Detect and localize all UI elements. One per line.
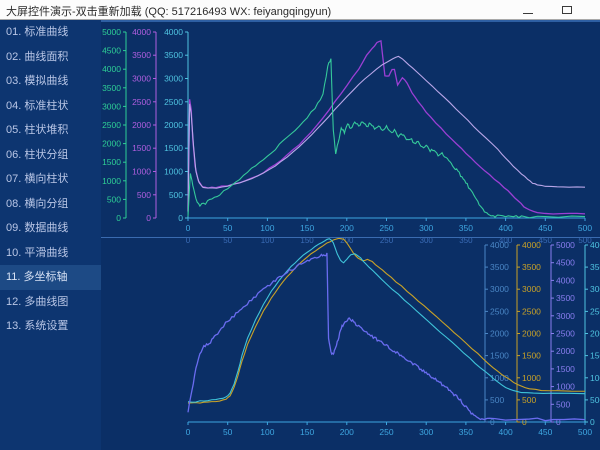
svg-text:4000: 4000 — [522, 240, 541, 250]
svg-text:2000: 2000 — [590, 329, 600, 339]
svg-text:500: 500 — [578, 427, 592, 437]
svg-text:500: 500 — [137, 190, 151, 200]
svg-text:350: 350 — [459, 223, 473, 233]
svg-text:3500: 3500 — [490, 262, 509, 272]
svg-text:2000: 2000 — [132, 120, 151, 130]
svg-text:0: 0 — [556, 417, 561, 427]
svg-text:4000: 4000 — [164, 27, 183, 37]
svg-text:4000: 4000 — [556, 275, 575, 285]
svg-text:3000: 3000 — [102, 101, 121, 111]
svg-text:1000: 1000 — [132, 167, 151, 177]
svg-text:1500: 1500 — [102, 157, 121, 167]
svg-text:500: 500 — [578, 223, 592, 233]
svg-text:2500: 2500 — [490, 306, 509, 316]
svg-text:0: 0 — [186, 223, 191, 233]
svg-text:1500: 1500 — [556, 364, 575, 374]
svg-text:0: 0 — [590, 417, 595, 427]
svg-text:2500: 2500 — [556, 329, 575, 339]
svg-text:4000: 4000 — [590, 240, 600, 250]
svg-text:500: 500 — [490, 395, 504, 405]
svg-text:2500: 2500 — [164, 97, 183, 107]
svg-text:0: 0 — [186, 427, 191, 437]
svg-text:100: 100 — [260, 427, 274, 437]
svg-text:1000: 1000 — [556, 382, 575, 392]
svg-text:2500: 2500 — [132, 97, 151, 107]
svg-text:3500: 3500 — [132, 50, 151, 60]
svg-text:5000: 5000 — [102, 27, 121, 37]
svg-text:0: 0 — [186, 238, 191, 245]
svg-text:450: 450 — [538, 427, 552, 437]
svg-text:500: 500 — [556, 399, 570, 409]
svg-text:300: 300 — [420, 238, 434, 245]
svg-text:200: 200 — [340, 427, 354, 437]
svg-text:400: 400 — [499, 223, 513, 233]
svg-text:150: 150 — [300, 427, 314, 437]
svg-text:4000: 4000 — [102, 64, 121, 74]
svg-text:500: 500 — [522, 395, 536, 405]
svg-text:50: 50 — [223, 238, 232, 245]
svg-text:3500: 3500 — [522, 262, 541, 272]
svg-text:2000: 2000 — [102, 139, 121, 149]
svg-text:2500: 2500 — [102, 120, 121, 130]
svg-text:250: 250 — [379, 427, 393, 437]
svg-text:4500: 4500 — [556, 258, 575, 268]
svg-text:500: 500 — [169, 190, 183, 200]
svg-text:3500: 3500 — [590, 262, 600, 272]
svg-text:1500: 1500 — [164, 143, 183, 153]
svg-text:3500: 3500 — [556, 293, 575, 303]
svg-text:3000: 3000 — [556, 311, 575, 321]
svg-text:500: 500 — [590, 395, 600, 405]
svg-text:250: 250 — [380, 238, 394, 245]
svg-text:2000: 2000 — [164, 120, 183, 130]
svg-text:1000: 1000 — [590, 373, 600, 383]
svg-text:150: 150 — [300, 238, 314, 245]
svg-text:200: 200 — [340, 223, 354, 233]
svg-text:3000: 3000 — [490, 284, 509, 294]
svg-text:0: 0 — [116, 213, 121, 223]
svg-text:100: 100 — [261, 238, 275, 245]
svg-text:2000: 2000 — [490, 329, 509, 339]
svg-text:50: 50 — [223, 223, 233, 233]
svg-text:4500: 4500 — [102, 46, 121, 56]
svg-text:1500: 1500 — [132, 143, 151, 153]
svg-text:0: 0 — [178, 213, 183, 223]
svg-text:0: 0 — [522, 417, 527, 427]
svg-text:50: 50 — [223, 427, 233, 437]
svg-text:2500: 2500 — [590, 306, 600, 316]
svg-text:4000: 4000 — [132, 27, 151, 37]
svg-text:500: 500 — [107, 194, 121, 204]
svg-text:350: 350 — [459, 427, 473, 437]
svg-text:5000: 5000 — [556, 240, 575, 250]
svg-text:1500: 1500 — [490, 351, 509, 361]
svg-text:3000: 3000 — [522, 284, 541, 294]
svg-text:4000: 4000 — [490, 240, 509, 250]
svg-text:0: 0 — [146, 213, 151, 223]
svg-text:3500: 3500 — [102, 83, 121, 93]
svg-text:450: 450 — [538, 223, 552, 233]
svg-text:3500: 3500 — [164, 50, 183, 60]
svg-text:1000: 1000 — [164, 167, 183, 177]
svg-text:1500: 1500 — [590, 351, 600, 361]
svg-text:3000: 3000 — [164, 74, 183, 84]
svg-text:1000: 1000 — [102, 176, 121, 186]
svg-text:3000: 3000 — [132, 74, 151, 84]
svg-text:250: 250 — [379, 223, 393, 233]
svg-text:1000: 1000 — [522, 373, 541, 383]
svg-text:2500: 2500 — [522, 306, 541, 316]
svg-text:150: 150 — [300, 223, 314, 233]
svg-text:3000: 3000 — [590, 284, 600, 294]
svg-text:350: 350 — [459, 238, 473, 245]
svg-text:2000: 2000 — [522, 329, 541, 339]
svg-text:2000: 2000 — [556, 346, 575, 356]
svg-text:1500: 1500 — [522, 351, 541, 361]
svg-text:300: 300 — [419, 223, 433, 233]
svg-text:300: 300 — [419, 427, 433, 437]
svg-text:100: 100 — [260, 223, 274, 233]
svg-text:400: 400 — [499, 427, 513, 437]
